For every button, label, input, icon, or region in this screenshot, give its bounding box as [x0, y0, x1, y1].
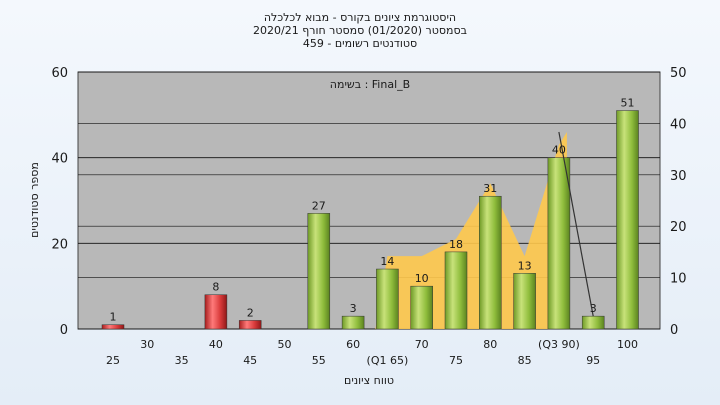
x-tick-75: 75: [449, 354, 463, 367]
left-tick-60: 60: [51, 66, 68, 81]
x-tick-70: 70: [415, 338, 429, 351]
bar-70: [410, 285, 433, 330]
bar-95: [581, 315, 605, 330]
bar-55: [307, 213, 331, 330]
x-tick-25: 25: [106, 354, 120, 367]
x-tick-95: 95: [586, 354, 600, 367]
x-tick-35: 35: [175, 354, 189, 367]
bar-label-95: 3: [590, 302, 597, 315]
bar-series: [101, 110, 639, 330]
plot-annotation: בשימה : Final_B: [330, 78, 410, 91]
x-axis: 25 30 35 40 45 50 55 60 (Q1 65) 70 75 80 85 (Q3 90) 95…: [106, 338, 638, 367]
grid-lines: [78, 71, 660, 330]
bar-65: [376, 268, 399, 330]
x-tick-40: 40: [209, 338, 223, 351]
bar-40: [204, 294, 228, 330]
right-tick-30: 30: [670, 169, 687, 184]
x-tick-55: 55: [312, 354, 326, 367]
x-tick-80: 80: [483, 338, 497, 351]
chart-title-line-3: סטודנטים רשומים - 459: [303, 37, 417, 50]
bar-label-45: 2: [247, 306, 254, 319]
x-tick-60: 60: [346, 338, 360, 351]
x-tick-30: 30: [140, 338, 154, 351]
right-tick-50: 50: [670, 66, 687, 81]
bar-label-60: 3: [350, 302, 357, 315]
bar-label-75: 18: [449, 238, 463, 251]
left-tick-0: 0: [60, 323, 68, 338]
bar-100: [616, 110, 639, 330]
x-tick-45: 45: [243, 354, 257, 367]
bar-85: [513, 273, 536, 330]
bar-25: [101, 324, 125, 330]
right-tick-20: 20: [670, 220, 687, 235]
bar-label-90: 40: [552, 144, 566, 157]
bar-label-80: 31: [483, 182, 497, 195]
bar-label-25: 1: [110, 311, 117, 324]
y-axis-label: מספר סטודנטים: [28, 162, 41, 238]
x-tick-65: (Q1 65): [367, 354, 409, 367]
x-tick-85: 85: [518, 354, 532, 367]
bar-label-100: 51: [621, 97, 635, 110]
bar-label-85: 13: [518, 259, 532, 272]
chart-title-line-1: היסטוגרמת ציונים בקורס - מבוא לכלכלה: [264, 11, 456, 24]
left-tick-20: 20: [51, 237, 68, 252]
bar-label-70: 10: [415, 272, 429, 285]
bar-label-40: 8: [212, 281, 219, 294]
right-y-axis: 0 10 20 30 40 50: [670, 66, 687, 338]
plot-area: [77, 71, 661, 330]
chart-title-line-2: בסמסטר (01/2020) סמסטר חורף 2020/21: [253, 24, 467, 37]
x-axis-label: טווח ציונים: [344, 374, 394, 387]
right-tick-40: 40: [670, 117, 687, 132]
bar-80: [479, 195, 502, 330]
bar-90: [547, 157, 571, 330]
x-tick-100: 100: [617, 338, 638, 351]
right-tick-0: 0: [670, 323, 678, 338]
bar-75: [444, 251, 468, 330]
q3-marker-line: [558, 131, 594, 317]
bar-label-55: 27: [312, 199, 326, 212]
bar-label-65: 14: [380, 255, 394, 268]
left-y-axis: 0 20 40 60: [51, 66, 68, 338]
right-tick-10: 10: [670, 272, 687, 287]
left-tick-40: 40: [51, 152, 68, 167]
x-tick-50: 50: [278, 338, 292, 351]
bar-60: [341, 315, 365, 330]
bar-45: [238, 320, 262, 330]
x-tick-90: (Q3 90): [538, 338, 580, 351]
